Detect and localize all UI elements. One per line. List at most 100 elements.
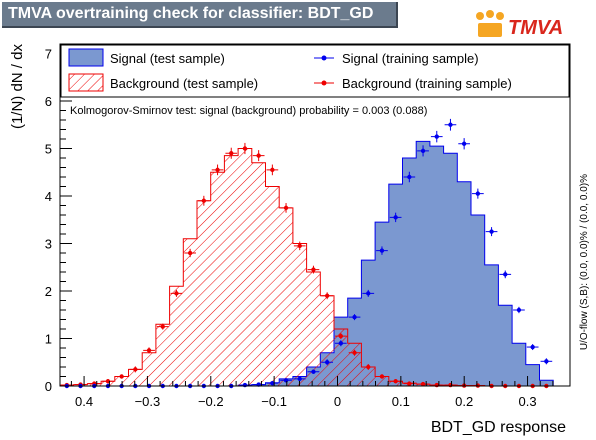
background-train-marker bbox=[133, 367, 138, 372]
y-tick-label: 5 bbox=[45, 142, 52, 157]
background-train-marker bbox=[407, 381, 412, 386]
background-train-point bbox=[362, 364, 375, 370]
ks-test-label: Kolmogorov-Smirnov test: signal (backgro… bbox=[70, 105, 427, 117]
background-train-point bbox=[211, 164, 224, 176]
background-train-point bbox=[225, 147, 238, 159]
logo-text: TMVA bbox=[508, 17, 563, 39]
signal-train-marker bbox=[544, 359, 549, 364]
background-train-marker bbox=[393, 379, 398, 384]
signal-train-point bbox=[335, 340, 347, 347]
signal-train-marker bbox=[475, 191, 481, 196]
signal-test-legend-swatch bbox=[68, 48, 104, 67]
background-train-point bbox=[252, 150, 265, 162]
signal-train-point bbox=[540, 358, 553, 365]
signal-train-point bbox=[513, 306, 525, 314]
signal-train-point bbox=[485, 227, 498, 237]
y-tick-label: 3 bbox=[45, 237, 52, 252]
overflow-label: U/O-flow (S,B): (0.0, 0.0)% / (0.0, 0.0)… bbox=[579, 174, 590, 350]
signal-train-marker bbox=[311, 369, 316, 374]
x-tick-label: 0.3 bbox=[519, 394, 537, 409]
background-train-point bbox=[197, 195, 210, 206]
background-train-point bbox=[170, 289, 183, 297]
background-train-marker bbox=[311, 267, 316, 272]
signal-train-point bbox=[499, 270, 512, 279]
legend: Signal (test sample) Background (test sam… bbox=[60, 44, 570, 98]
signal-train-point bbox=[430, 130, 443, 143]
background-train-point bbox=[129, 366, 142, 373]
y-tick-label: 4 bbox=[45, 189, 52, 204]
x-axis-label: BDT_GD response bbox=[431, 419, 566, 436]
y-tick-label: 6 bbox=[45, 94, 52, 109]
signal-train-point bbox=[266, 380, 279, 386]
axes-layer: 0.4 −0.3 −0.2 −0.1 0 0.1 0.2 0.3 0 1 2 3 4 5 6 7 bbox=[45, 43, 554, 409]
background-train-marker bbox=[119, 374, 124, 379]
background-train-marker bbox=[379, 374, 385, 379]
x-tick-label: 0.1 bbox=[392, 394, 410, 409]
background-train-marker bbox=[174, 291, 179, 296]
signal-train-marker bbox=[461, 141, 467, 146]
background-train-point bbox=[239, 142, 251, 155]
background-train-marker bbox=[242, 146, 248, 151]
background-train-point bbox=[389, 379, 402, 384]
signal-train-point bbox=[526, 344, 539, 351]
background-train-point bbox=[143, 347, 155, 354]
signal-train-marker bbox=[352, 314, 357, 320]
signal-train-marker bbox=[242, 382, 248, 388]
background-train-marker bbox=[201, 198, 207, 203]
signal-train-point bbox=[417, 145, 429, 157]
background-train-point bbox=[376, 374, 388, 379]
x-tick-label: −0.3 bbox=[135, 394, 161, 409]
signal-train-marker bbox=[297, 376, 302, 382]
y-axis-label: (1/N) dN / dx bbox=[9, 44, 26, 130]
signal-train-point bbox=[362, 289, 375, 297]
background-train-marker bbox=[283, 205, 289, 211]
signal-train-marker bbox=[434, 134, 439, 139]
background-train-point bbox=[307, 265, 320, 274]
background-train-marker bbox=[434, 382, 439, 388]
background-train-point bbox=[115, 374, 128, 379]
signal-train-point bbox=[471, 188, 484, 199]
signal-train-point bbox=[458, 138, 470, 150]
background-train-marker bbox=[160, 324, 165, 329]
signal-train-point bbox=[444, 118, 457, 131]
background-train-marker bbox=[366, 364, 371, 370]
signal-train-marker bbox=[489, 229, 494, 234]
background-train-point bbox=[321, 292, 334, 300]
signal-train-marker bbox=[366, 291, 371, 296]
signal-train-marker bbox=[516, 307, 522, 313]
signal-train-marker bbox=[270, 380, 275, 386]
background-train-point bbox=[184, 248, 196, 258]
background-train-point bbox=[156, 323, 169, 330]
legend-box bbox=[60, 44, 570, 98]
background-train-marker bbox=[352, 350, 357, 355]
background-train-point bbox=[266, 164, 279, 176]
signal-train-marker bbox=[503, 272, 508, 277]
signal-train-marker bbox=[420, 148, 426, 154]
x-tick-label: 0.4 bbox=[75, 394, 93, 409]
background-train-marker bbox=[420, 381, 426, 387]
y-tick-label: 1 bbox=[45, 332, 52, 347]
signal-train-point bbox=[403, 171, 416, 183]
background-train-point bbox=[348, 349, 361, 356]
signal-train-marker bbox=[338, 341, 344, 346]
background-train-point bbox=[280, 203, 292, 213]
background-test-legend-swatch bbox=[68, 73, 104, 92]
x-tick-label: −0.2 bbox=[198, 394, 224, 409]
background-train-point bbox=[293, 241, 306, 251]
background-train-marker bbox=[229, 151, 234, 156]
background-train-legend-marker bbox=[321, 80, 327, 86]
background-train-marker bbox=[146, 348, 152, 353]
signal-train-point bbox=[376, 246, 388, 255]
background-train-marker bbox=[270, 167, 275, 173]
background-train-point bbox=[417, 381, 429, 387]
signal-train-point bbox=[307, 369, 320, 374]
background-train-marker bbox=[256, 153, 261, 158]
background-train-legend-label: Background (training sample) bbox=[342, 76, 512, 91]
background-train-marker bbox=[338, 333, 344, 339]
tmva-logo: TMVA bbox=[476, 10, 563, 39]
signal-train-marker bbox=[407, 174, 412, 180]
signal-train-point bbox=[293, 376, 306, 382]
signal-train-legend-label: Signal (training sample) bbox=[342, 51, 479, 66]
background-train-marker bbox=[187, 250, 193, 256]
